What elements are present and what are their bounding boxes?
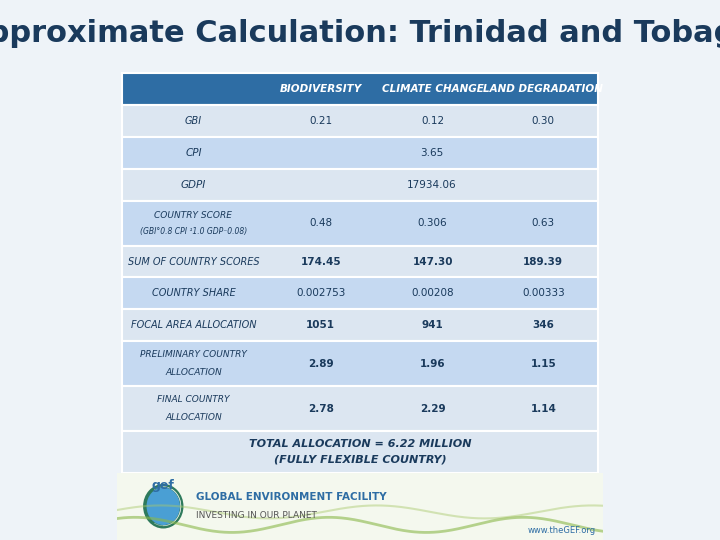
Text: 2.89: 2.89 [308, 359, 333, 369]
Text: 1.14: 1.14 [531, 403, 557, 414]
Text: FINAL COUNTRY: FINAL COUNTRY [157, 395, 230, 404]
Text: 2.29: 2.29 [420, 403, 446, 414]
Text: (FULLY FLEXIBLE COUNTRY): (FULLY FLEXIBLE COUNTRY) [274, 454, 446, 464]
Text: 0.00333: 0.00333 [522, 288, 564, 299]
Bar [122, 386, 598, 431]
Text: 1051: 1051 [306, 320, 336, 330]
Bar [122, 309, 598, 341]
Text: PRELIMINARY COUNTRY: PRELIMINARY COUNTRY [140, 350, 247, 359]
Circle shape [145, 486, 181, 527]
Text: gef: gef [152, 479, 175, 492]
Bar [122, 137, 598, 169]
Text: 189.39: 189.39 [523, 256, 563, 267]
Text: 147.30: 147.30 [413, 256, 453, 267]
Bar [122, 341, 598, 386]
Text: CLIMATE CHANGE: CLIMATE CHANGE [382, 84, 484, 94]
Text: 0.306: 0.306 [418, 218, 447, 228]
Text: 174.45: 174.45 [300, 256, 341, 267]
Text: 0.00208: 0.00208 [411, 288, 454, 299]
Text: ALLOCATION: ALLOCATION [165, 368, 222, 377]
Text: INVESTING IN OUR PLANET: INVESTING IN OUR PLANET [197, 511, 318, 521]
Bar [122, 169, 598, 201]
Text: 0.002753: 0.002753 [296, 288, 346, 299]
Text: COUNTRY SCORE: COUNTRY SCORE [154, 211, 233, 220]
Text: GLOBAL ENVIRONMENT FACILITY: GLOBAL ENVIRONMENT FACILITY [197, 491, 387, 502]
Text: GDPI: GDPI [181, 180, 206, 190]
Text: COUNTRY SHARE: COUNTRY SHARE [151, 288, 235, 299]
Text: SUM OF COUNTRY SCORES: SUM OF COUNTRY SCORES [127, 256, 259, 267]
Text: LAND DEGRADATION: LAND DEGRADATION [483, 84, 603, 94]
Text: 0.48: 0.48 [309, 218, 333, 228]
Text: BIODIVERSITY: BIODIVERSITY [279, 84, 362, 94]
Text: ALLOCATION: ALLOCATION [165, 413, 222, 422]
Text: GBI: GBI [185, 116, 202, 126]
Bar [122, 201, 598, 246]
Text: 346: 346 [532, 320, 554, 330]
Text: 3.65: 3.65 [420, 148, 443, 158]
Text: FOCAL AREA ALLOCATION: FOCAL AREA ALLOCATION [130, 320, 256, 330]
Bar [122, 105, 598, 137]
Text: 17934.06: 17934.06 [407, 180, 456, 190]
Bar [122, 246, 598, 278]
Bar [122, 73, 598, 105]
Bar [117, 472, 603, 540]
Text: (GBI°0.8 CPI ¹1.0 GDP⁻0.08): (GBI°0.8 CPI ¹1.0 GDP⁻0.08) [140, 227, 247, 235]
Text: Approximate Calculation: Trinidad and Tobago: Approximate Calculation: Trinidad and To… [0, 19, 720, 48]
Bar [122, 431, 598, 472]
Text: 0.12: 0.12 [421, 116, 444, 126]
Bar [122, 278, 598, 309]
Text: 1.96: 1.96 [420, 359, 446, 369]
Text: TOTAL ALLOCATION = 6.22 MILLION: TOTAL ALLOCATION = 6.22 MILLION [248, 439, 472, 449]
Text: 0.63: 0.63 [531, 218, 555, 228]
Text: 1.15: 1.15 [531, 359, 556, 369]
Text: 2.78: 2.78 [307, 403, 333, 414]
Text: 0.30: 0.30 [532, 116, 555, 126]
Text: 0.21: 0.21 [309, 116, 333, 126]
Text: www.theGEF.org: www.theGEF.org [528, 526, 595, 535]
Text: CPI: CPI [185, 148, 202, 158]
Text: 941: 941 [422, 320, 444, 330]
